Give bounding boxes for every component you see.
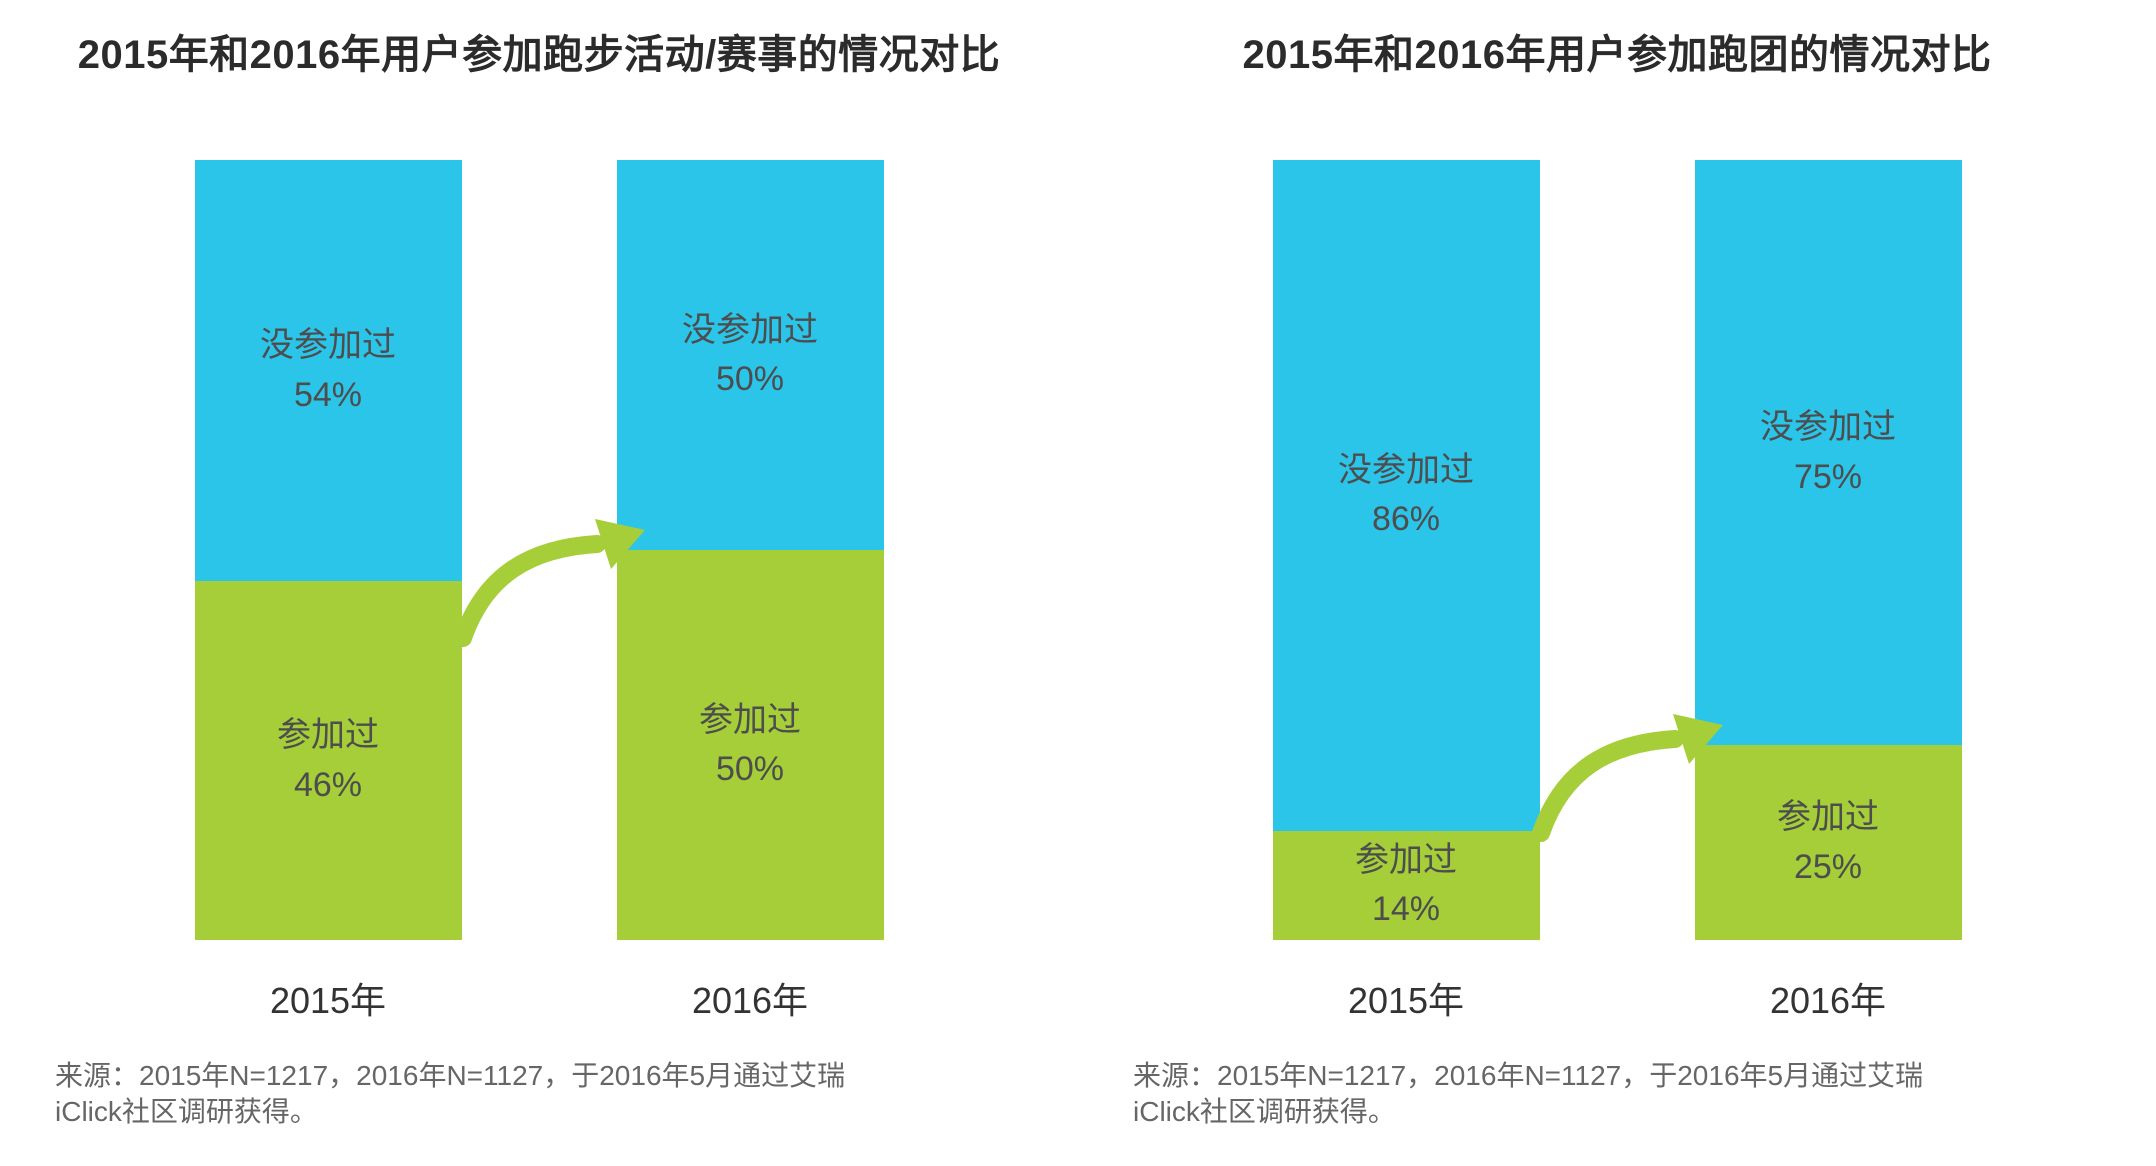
segment-value: 54% [293,375,363,414]
increase-arrow-head [595,519,645,569]
segment-not-participated: 没参加过 54% [194,160,462,582]
increase-arrow-shaft [454,535,606,647]
source-note: 来源：2015年N=1217，2016年N=1127，于2016年5月通过艾瑞 … [1133,1058,2131,1131]
segment-label: 没参加过 [682,310,818,349]
segment-participated: 参加过 46% [194,581,462,940]
segment-value: 50% [715,750,785,788]
increase-arrow-shaft [1532,730,1684,842]
bar-group: 没参加过 54% 参加过 46% 没参加过 50% 参加过 50% [0,160,1078,940]
segment-participated: 参加过 50% [616,550,884,940]
segment-value: 86% [1371,500,1441,539]
source-line-2: iClick社区调研获得。 [1133,1096,1396,1128]
chart-panel-running-events: 2015年和2016年用户参加跑步活动/赛事的情况对比 没参加过 54% 参加过… [0,33,1078,1131]
segment-label: 参加过 [277,716,379,755]
segment-label: 没参加过 [1760,408,1896,447]
segment-participated: 参加过 14% [1272,830,1540,940]
segment-label: 没参加过 [1338,451,1474,490]
category-axis: 2015年 2016年 [1078,972,2156,1024]
segment-value: 46% [293,765,363,804]
source-line-1: 来源：2015年N=1217，2016年N=1127，于2016年5月通过艾瑞 [55,1060,846,1091]
chart-panel-running-groups: 2015年和2016年用户参加跑团的情况对比 没参加过 86% 参加过 14% … [1078,0,2156,1166]
segment-value: 75% [1793,457,1863,496]
bar-2016: 没参加过 50% 参加过 50% [616,160,884,940]
increase-arrow-icon [454,519,645,647]
category-label-2016: 2016年 [691,980,809,1021]
chart-title: 2015年和2016年用户参加跑步活动/赛事的情况对比 [77,33,1001,77]
chart-title: 2015年和2016年用户参加跑团的情况对比 [1242,33,1992,77]
segment-value: 25% [1793,847,1863,886]
category-label-2016: 2016年 [1769,980,1887,1021]
segment-label: 参加过 [1777,798,1879,837]
segment-not-participated: 没参加过 50% [616,160,884,550]
bar-2015: 没参加过 86% 参加过 14% [1272,160,1540,940]
bar-group: 没参加过 86% 参加过 14% 没参加过 75% 参加过 25% [1078,160,2156,940]
segment-not-participated: 没参加过 86% [1272,160,1540,831]
source-note: 来源：2015年N=1217，2016年N=1127，于2016年5月通过艾瑞 … [55,1058,1053,1131]
bar-2016: 没参加过 75% 参加过 25% [1694,160,1962,940]
increase-arrow-head [1673,714,1723,764]
segment-label: 参加过 [699,700,801,739]
segment-value: 50% [715,360,785,398]
segment-value: 14% [1371,890,1441,929]
segment-label: 参加过 [1355,841,1457,880]
segment-label: 没参加过 [260,326,396,365]
segment-not-participated: 没参加过 75% [1694,160,1962,745]
category-label-2015: 2015年 [269,980,387,1021]
category-label-2015: 2015年 [1347,980,1465,1021]
increase-arrow-icon [1532,714,1723,842]
source-line-2: iClick社区调研获得。 [55,1096,318,1128]
bar-2015: 没参加过 54% 参加过 46% [194,160,462,940]
source-line-1: 来源：2015年N=1217，2016年N=1127，于2016年5月通过艾瑞 [1133,1060,1924,1091]
segment-participated: 参加过 25% [1694,745,1962,940]
category-axis: 2015年 2016年 [0,972,1078,1024]
